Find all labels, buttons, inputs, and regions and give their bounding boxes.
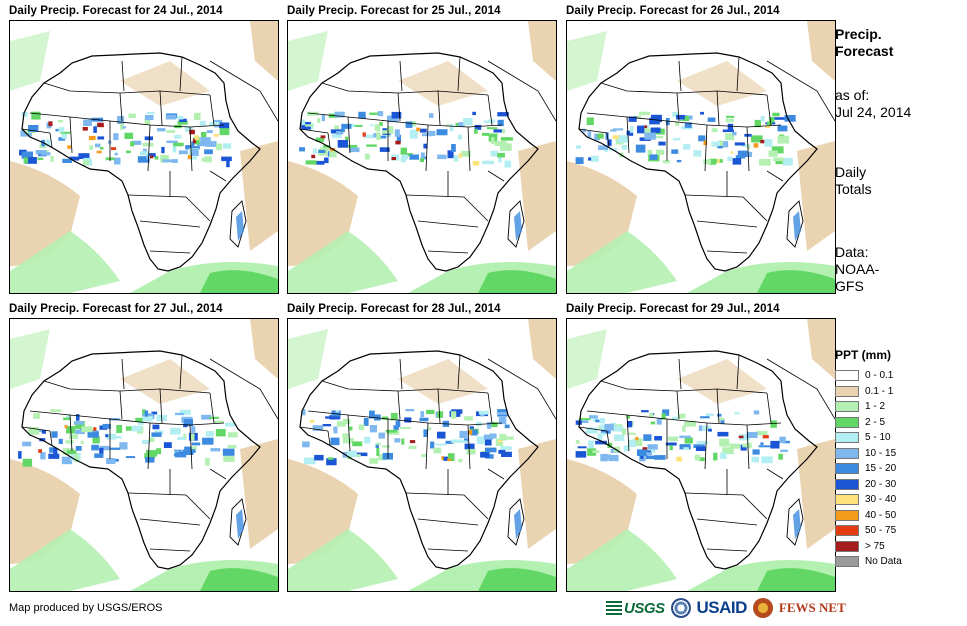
legend-item: 50 - 75 xyxy=(835,523,902,539)
legend-swatch xyxy=(835,447,859,459)
asof-date: Jul 24, 2014 xyxy=(835,104,912,120)
legend-item: 15 - 20 xyxy=(835,461,902,477)
data-source-line2: GFS xyxy=(835,278,864,294)
legend-item: 30 - 40 xyxy=(835,492,902,508)
precip-map xyxy=(566,20,836,294)
sidebar-asof: as of: Jul 24, 2014 xyxy=(835,87,911,121)
legend-item: 5 - 10 xyxy=(835,430,902,446)
forecast-panel: Daily Precip. Forecast for 28 Jul., 2014 xyxy=(287,302,557,592)
legend-label: 30 - 40 xyxy=(865,494,897,506)
legend-item: > 75 xyxy=(835,539,902,555)
asof-label: as of: xyxy=(835,87,870,103)
panel-title: Daily Precip. Forecast for 24 Jul., 2014 xyxy=(9,5,223,17)
legend-title: PPT (mm) xyxy=(835,348,892,362)
legend-swatch xyxy=(835,432,859,444)
forecast-panel: Daily Precip. Forecast for 24 Jul., 2014 xyxy=(9,4,279,294)
sidebar-data-source: Data: NOAA- GFS xyxy=(835,244,879,295)
forecast-panel: Daily Precip. Forecast for 29 Jul., 2014 xyxy=(566,302,836,592)
precip-map xyxy=(9,20,279,294)
usgs-logo: USGS xyxy=(606,600,665,617)
legend-item: 20 - 30 xyxy=(835,477,902,493)
usgs-wave-icon xyxy=(606,601,622,615)
panel-title: Daily Precip. Forecast for 28 Jul., 2014 xyxy=(287,303,501,315)
legend-label: 15 - 20 xyxy=(865,463,897,475)
data-label: Data: xyxy=(835,244,869,260)
fews-seal-icon xyxy=(752,598,773,618)
legend-label: 0 - 0.1 xyxy=(865,370,894,382)
forecast-panel: Daily Precip. Forecast for 25 Jul., 2014 xyxy=(287,4,557,294)
legend-swatch xyxy=(835,416,859,428)
legend-label: 1 - 2 xyxy=(865,401,886,413)
usaid-logo: USAID xyxy=(696,598,748,617)
legend-label: > 75 xyxy=(865,540,885,552)
sidebar-title: Precip. Forecast xyxy=(835,26,893,60)
forecast-panel: Daily Precip. Forecast for 27 Jul., 2014 xyxy=(9,302,279,592)
legend-label: 0.1 - 1 xyxy=(865,385,894,397)
legend-item: 1 - 2 xyxy=(835,399,902,415)
sidebar-title-line1: Precip. xyxy=(835,26,882,42)
legend-swatch xyxy=(835,494,859,506)
legend: 0 - 0.1 0.1 - 1 1 - 2 2 - 5 5 - 10 10 - 15 15 … xyxy=(835,368,902,570)
legend-item: 40 - 50 xyxy=(835,508,902,524)
legend-swatch xyxy=(835,509,859,521)
panel-title: Daily Precip. Forecast for 25 Jul., 2014 xyxy=(287,5,501,17)
legend-item: 0 - 0.1 xyxy=(835,368,902,384)
legend-swatch xyxy=(835,525,859,537)
legend-label: 2 - 5 xyxy=(865,416,886,428)
usgs-logo-text: USGS xyxy=(624,599,665,617)
legend-item: 0.1 - 1 xyxy=(835,384,902,400)
legend-swatch xyxy=(835,463,859,475)
totals-line1: Daily xyxy=(835,164,867,180)
legend-label: 20 - 30 xyxy=(865,478,897,490)
forecast-panel: Daily Precip. Forecast for 26 Jul., 2014 xyxy=(566,4,836,294)
sidebar-title-line2: Forecast xyxy=(835,43,894,59)
legend-item: No Data xyxy=(835,554,902,570)
map-credit: Map produced by USGS/EROS xyxy=(9,602,163,614)
legend-label: 40 - 50 xyxy=(865,509,897,521)
legend-item: 10 - 15 xyxy=(835,446,902,462)
precip-map xyxy=(566,318,836,592)
panel-title: Daily Precip. Forecast for 27 Jul., 2014 xyxy=(9,303,223,315)
legend-swatch xyxy=(835,556,859,568)
legend-label: 50 - 75 xyxy=(865,525,897,537)
panel-title: Daily Precip. Forecast for 26 Jul., 2014 xyxy=(566,5,780,17)
precip-map xyxy=(287,20,557,294)
legend-item: 2 - 5 xyxy=(835,415,902,431)
precip-map xyxy=(287,318,557,592)
data-source-line1: NOAA- xyxy=(835,261,880,277)
legend-swatch xyxy=(835,385,859,397)
legend-swatch xyxy=(835,401,859,413)
seal-icon xyxy=(670,598,691,618)
legend-label: 5 - 10 xyxy=(865,432,891,444)
sidebar-totals: Daily Totals xyxy=(835,164,872,198)
precip-map xyxy=(9,318,279,592)
totals-line2: Totals xyxy=(835,181,872,197)
legend-label: No Data xyxy=(865,556,902,568)
fews-net-logo: FEWS NET xyxy=(778,600,846,615)
panel-title: Daily Precip. Forecast for 29 Jul., 2014 xyxy=(566,303,780,315)
legend-swatch xyxy=(835,478,859,490)
logo-strip: USGS USAID FEWS NET xyxy=(606,595,846,621)
legend-swatch xyxy=(835,370,859,382)
legend-swatch xyxy=(835,540,859,552)
legend-label: 10 - 15 xyxy=(865,447,897,459)
